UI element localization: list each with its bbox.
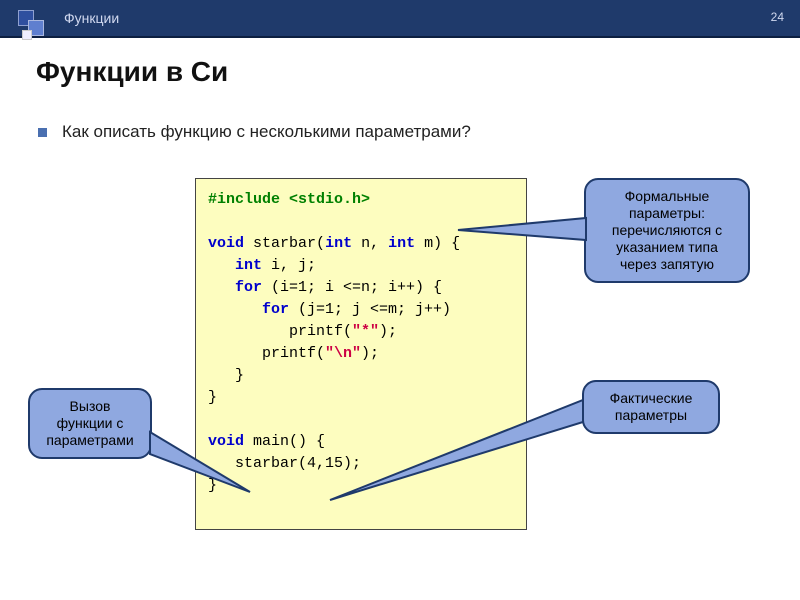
tok-for2c: (j=1; j <=m; j++)	[289, 301, 451, 318]
page-number: 24	[771, 10, 784, 24]
tok-include: #include	[208, 191, 280, 208]
header-bar	[0, 0, 800, 38]
tok-void2: void	[208, 433, 244, 450]
tok-main: main() {	[244, 433, 325, 450]
callout-line: перечисляются с	[598, 222, 736, 239]
tok-lp1: (	[316, 235, 325, 252]
subtitle-text: Как описать функцию с несколькими параме…	[62, 122, 471, 142]
callout-line: параметрами	[42, 432, 138, 449]
bullet-icon	[38, 128, 47, 137]
callout-line: указанием типа	[598, 239, 736, 256]
tok-n: n,	[352, 235, 379, 252]
tok-pf1: printf(	[289, 323, 352, 340]
callout-line: Формальные	[598, 188, 736, 205]
callout-line: параметры:	[598, 205, 736, 222]
callout-actual-params: Фактические параметры	[582, 380, 720, 434]
tok-call: starbar(4,15);	[235, 455, 361, 472]
logo-icon	[18, 10, 52, 44]
tok-starbar: starbar	[253, 235, 316, 252]
tok-int2: int	[388, 235, 415, 252]
tok-int3: int	[235, 257, 262, 274]
callout-line: через запятую	[598, 256, 736, 273]
callout-line: Вызов	[42, 398, 138, 415]
tok-star: "*"	[352, 323, 379, 340]
tok-pc1: );	[379, 323, 397, 340]
tok-stdio: <stdio.h>	[289, 191, 370, 208]
tok-for1: for	[235, 279, 262, 296]
tok-ij: i, j;	[262, 257, 316, 274]
tok-int1: int	[325, 235, 352, 252]
section-title: Функции	[64, 10, 119, 26]
tok-pc2: );	[361, 345, 379, 362]
page-title: Функции в Си	[36, 56, 228, 88]
tok-void1: void	[208, 235, 244, 252]
tok-for1c: (i=1; i <=n; i++) {	[262, 279, 442, 296]
callout-line: параметры	[596, 407, 706, 424]
tok-pf2: printf(	[262, 345, 325, 362]
tok-rp1: ) {	[433, 235, 460, 252]
tok-m: m	[415, 235, 433, 252]
tok-nl: "\n"	[325, 345, 361, 362]
callout-line: Фактические	[596, 390, 706, 407]
code-block: #include <stdio.h> void starbar(int n, i…	[195, 178, 527, 530]
callout-line: функции с	[42, 415, 138, 432]
tok-for2: for	[262, 301, 289, 318]
callout-formal-params: Формальные параметры: перечисляются с ук…	[584, 178, 750, 283]
callout-call-params: Вызов функции с параметрами	[28, 388, 152, 459]
